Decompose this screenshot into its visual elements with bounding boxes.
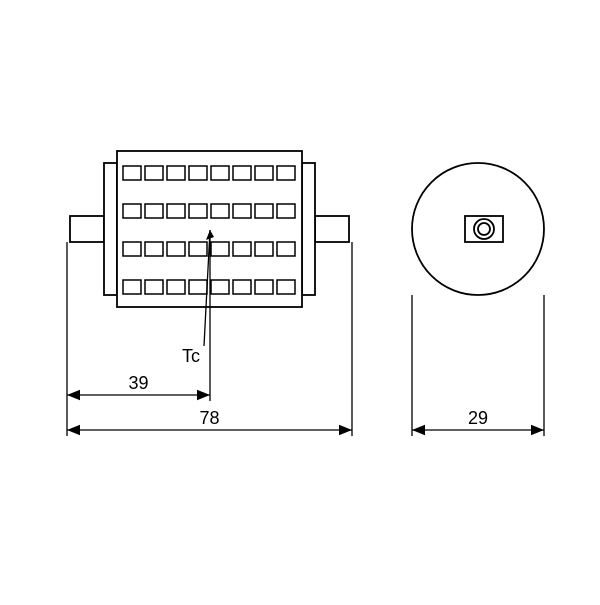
dim-label: 39 — [128, 373, 148, 393]
dim-label: 78 — [199, 408, 219, 428]
dim-label: 29 — [468, 408, 488, 428]
technical-drawing: Tc 78 39 29 — [0, 0, 600, 600]
end-view — [412, 163, 544, 295]
tc-label: Tc — [182, 346, 200, 366]
